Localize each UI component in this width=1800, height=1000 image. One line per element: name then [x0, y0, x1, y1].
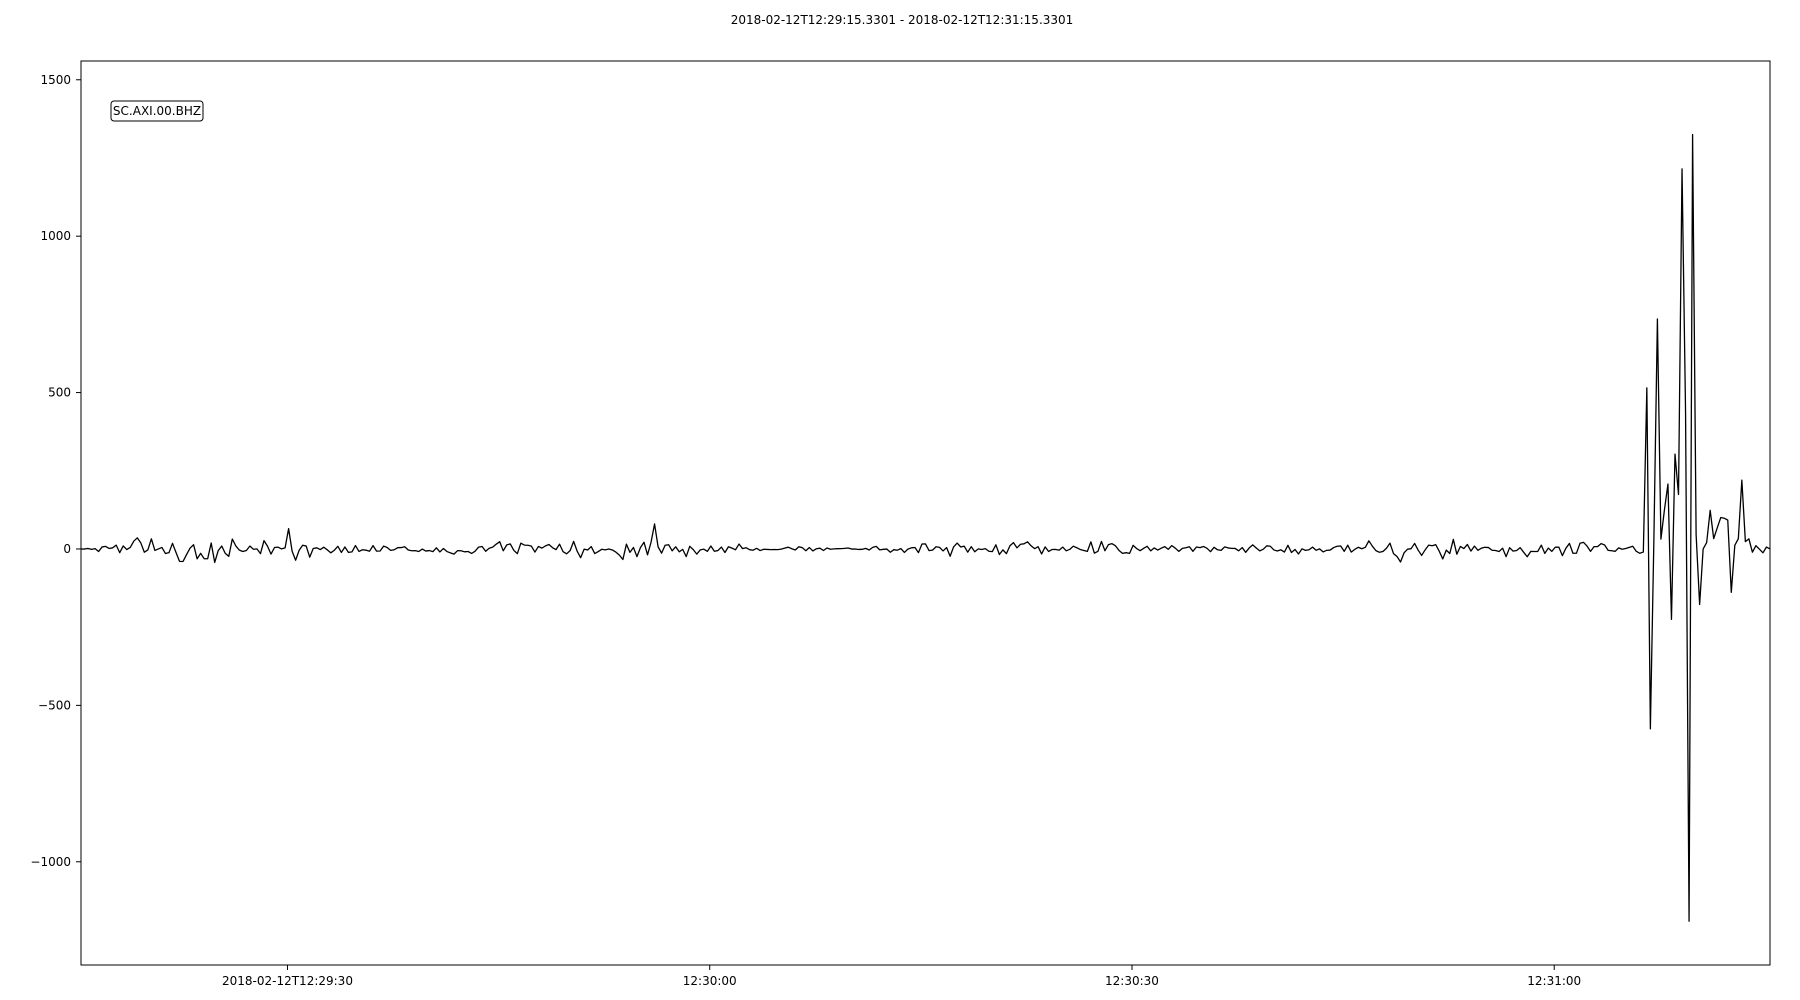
- y-tick-label: 0: [63, 542, 71, 556]
- y-tick-label: −1000: [30, 855, 71, 869]
- y-tick-label: 1500: [40, 73, 71, 87]
- waveform-line: [80, 133, 1771, 922]
- y-axis: 1500 1000 500 0 −500 −1000: [30, 73, 81, 869]
- x-tick-label: 2018-02-12T12:29:30: [222, 974, 353, 988]
- chart-title: 2018-02-12T12:29:15.3301 - 2018-02-12T12…: [731, 13, 1074, 27]
- x-tick-label: 12:31:00: [1527, 974, 1581, 988]
- y-tick-label: 500: [48, 386, 71, 400]
- waveform-trace: [80, 133, 1771, 922]
- y-tick-label: −500: [38, 698, 71, 712]
- y-tick-label: 1000: [40, 229, 71, 243]
- trace-label-frame: [110, 100, 204, 122]
- x-tick-label: 12:30:30: [1105, 974, 1159, 988]
- trace-label-box: SC.AXI.00.BHZ: [110, 100, 204, 122]
- x-tick-label: 12:30:00: [683, 974, 737, 988]
- plot-frame: [80, 60, 1771, 966]
- x-axis: 2018-02-12T12:29:30 12:30:00 12:30:30 12:31…: [222, 965, 1581, 988]
- trace-label: SC.AXI.00.BHZ: [113, 104, 201, 118]
